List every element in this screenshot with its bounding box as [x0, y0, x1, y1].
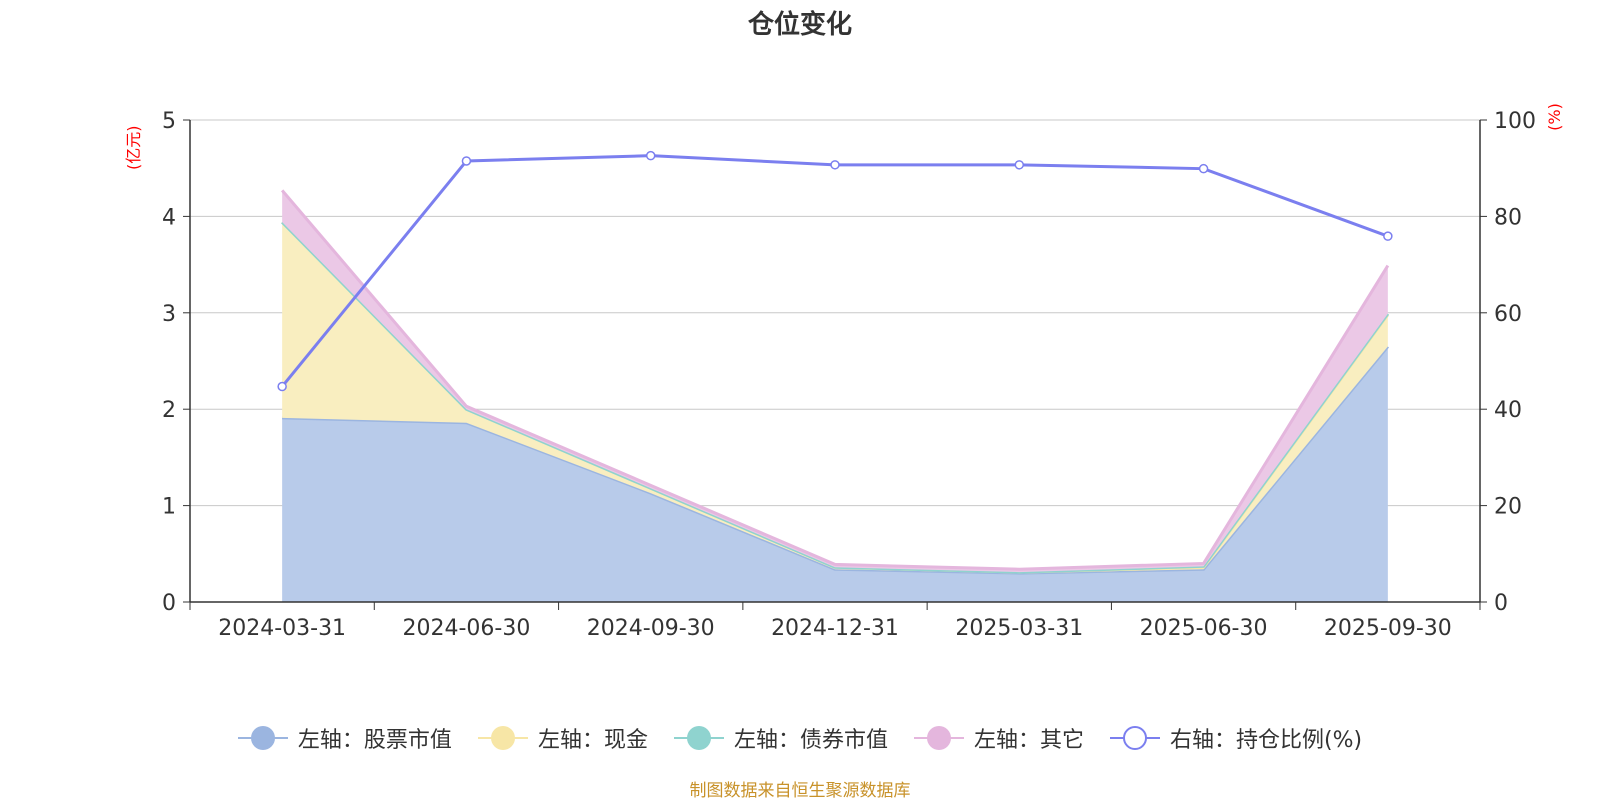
axis-layer: 0 1 2 3 4 5 0 20 40 60 80 100 2024-03-31 2024-06-30 20… — [162, 109, 1536, 641]
legend-label: 左轴：债券市值 — [733, 728, 888, 753]
legend-swatch — [237, 725, 288, 751]
right-tick-label: 20 — [1494, 495, 1522, 520]
left-tick-label: 3 — [162, 302, 176, 327]
left-tick-label: 2 — [162, 398, 176, 423]
legend-item-0[interactable]: 左轴：股票市值 — [237, 722, 452, 754]
legend-label: 左轴：股票市值 — [297, 728, 452, 753]
legend-label: 右轴：持仓比例(%) — [1169, 728, 1363, 753]
legend-swatch — [913, 725, 964, 751]
legend-item-3[interactable]: 左轴：其它 — [913, 722, 1084, 754]
line-point — [830, 160, 840, 170]
chart-title: 仓位变化 — [747, 10, 852, 40]
line-point — [1014, 160, 1025, 170]
right-tick-label: 100 — [1494, 109, 1536, 134]
line-point — [645, 150, 656, 161]
legend-label: 左轴：其它 — [973, 728, 1084, 753]
left-tick-label: 0 — [162, 591, 176, 616]
x-tick-label: 2025-03-31 — [955, 616, 1083, 641]
left-tick-label: 1 — [162, 495, 176, 520]
right-axis-unit: (%) — [1545, 103, 1564, 131]
left-tick-label: 5 — [162, 109, 176, 134]
legend-item-1[interactable]: 左轴：现金 — [477, 722, 648, 754]
left-axis-unit: (亿元) — [120, 126, 144, 171]
line-point — [1198, 163, 1209, 174]
right-tick-label: 60 — [1494, 302, 1522, 327]
legend-swatch — [673, 725, 724, 751]
legend-item-2[interactable]: 左轴：债券市值 — [673, 722, 888, 754]
right-tick-label: 40 — [1494, 398, 1522, 423]
line-point — [1383, 231, 1393, 241]
legend-swatch — [477, 725, 528, 751]
legend: 左轴：股票市值 左轴：现金 左轴：债券市值 左轴：其它 右轴：持仓比例(%) — [0, 722, 1600, 754]
line-point — [277, 381, 287, 392]
x-tick-label: 2024-03-31 — [218, 616, 346, 641]
x-tick-label: 2024-09-30 — [587, 616, 715, 641]
line-point — [461, 156, 472, 166]
x-tick-label: 2024-06-30 — [402, 616, 530, 641]
line-layer — [277, 150, 1393, 392]
right-tick-label: 80 — [1494, 205, 1522, 230]
data-source-note: 制图数据来自恒生聚源数据库 — [689, 781, 911, 801]
legend-label: 左轴：现金 — [537, 728, 648, 753]
line-series-ratio — [280, 154, 1389, 388]
left-tick-label: 4 — [162, 205, 176, 230]
area-layer — [281, 189, 1390, 602]
left-axis-unit-text: (亿元) — [124, 125, 143, 171]
legend-swatch — [1109, 725, 1160, 751]
x-tick-label: 2025-09-30 — [1324, 616, 1452, 641]
right-tick-label: 0 — [1494, 591, 1508, 616]
area-series-edge-3 — [281, 189, 1390, 571]
area-series-0 — [282, 346, 1388, 602]
legend-item-4[interactable]: 右轴：持仓比例(%) — [1109, 722, 1363, 754]
x-tick-label: 2024-12-31 — [771, 616, 899, 641]
x-tick-label: 2025-06-30 — [1140, 616, 1268, 641]
